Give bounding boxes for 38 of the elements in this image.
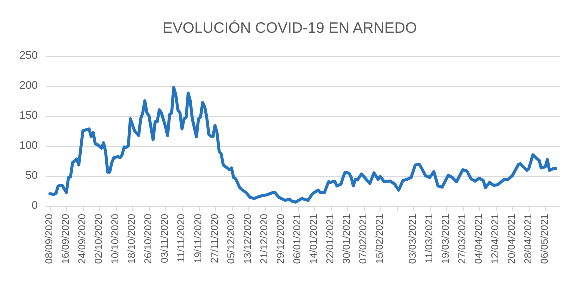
x-tick-label: 02/10/2020 [94, 214, 106, 264]
x-tick-label: 13/12/2020 [242, 214, 254, 264]
x-tick-label: 27/03/2021 [457, 214, 468, 264]
x-tick-label: 29/12/2020 [276, 214, 287, 264]
x-tick-label: 05/12/2020 [226, 214, 238, 264]
x-tick-label: 06/01/2021 [292, 214, 304, 264]
x-tick-label: 19/03/2021 [440, 214, 452, 264]
x-tick-label: 30/01/2021 [342, 214, 353, 264]
x-tick-label: 26/10/2020 [144, 214, 155, 264]
y-tick-label: 150 [20, 110, 38, 122]
x-tick-label: 16/09/2020 [61, 214, 72, 264]
x-tick-label: 27/11/2020 [210, 214, 221, 264]
y-tick-label: 100 [20, 140, 38, 152]
x-tick-label: 15/02/2021 [374, 214, 386, 264]
x-tick-label: 08/09/2020 [44, 214, 56, 264]
x-tick-label: 18/10/2020 [127, 214, 138, 264]
y-tick-label: 200 [20, 80, 38, 92]
x-tick-label: 24/09/2020 [78, 214, 89, 264]
x-tick-label: 21/12/2020 [259, 214, 270, 264]
y-tick-label: 0 [32, 200, 38, 212]
chart-title: EVOLUCIÓN COVID-19 EN ARNEDO [162, 19, 418, 37]
x-tick-label: 20/04/2021 [507, 214, 518, 264]
x-tick-label: 11/11/2020 [176, 214, 188, 263]
x-tick-label: 11/03/2021 [424, 214, 436, 264]
x-tick-label: 03/11/2020 [160, 214, 172, 264]
y-tick-label: 50 [26, 170, 38, 182]
x-tick-label: 07/02/2021 [358, 214, 370, 264]
x-tick-label: 04/04/2021 [474, 214, 485, 264]
x-tick-label: 14/01/2021 [308, 214, 320, 264]
y-tick-label: 250 [20, 50, 38, 62]
x-tick-label: 10/10/2020 [110, 214, 122, 264]
x-tick-label: 03/03/2021 [408, 214, 419, 264]
x-tick-label: 12/04/2021 [490, 214, 502, 264]
x-tick-label: 22/01/2021 [325, 214, 336, 264]
line-series [48, 86, 558, 204]
x-tick-label: 06/05/2021 [540, 214, 552, 264]
x-tick-label: 28/04/2021 [524, 214, 535, 264]
x-tick-label: 19/11/2020 [193, 214, 204, 264]
